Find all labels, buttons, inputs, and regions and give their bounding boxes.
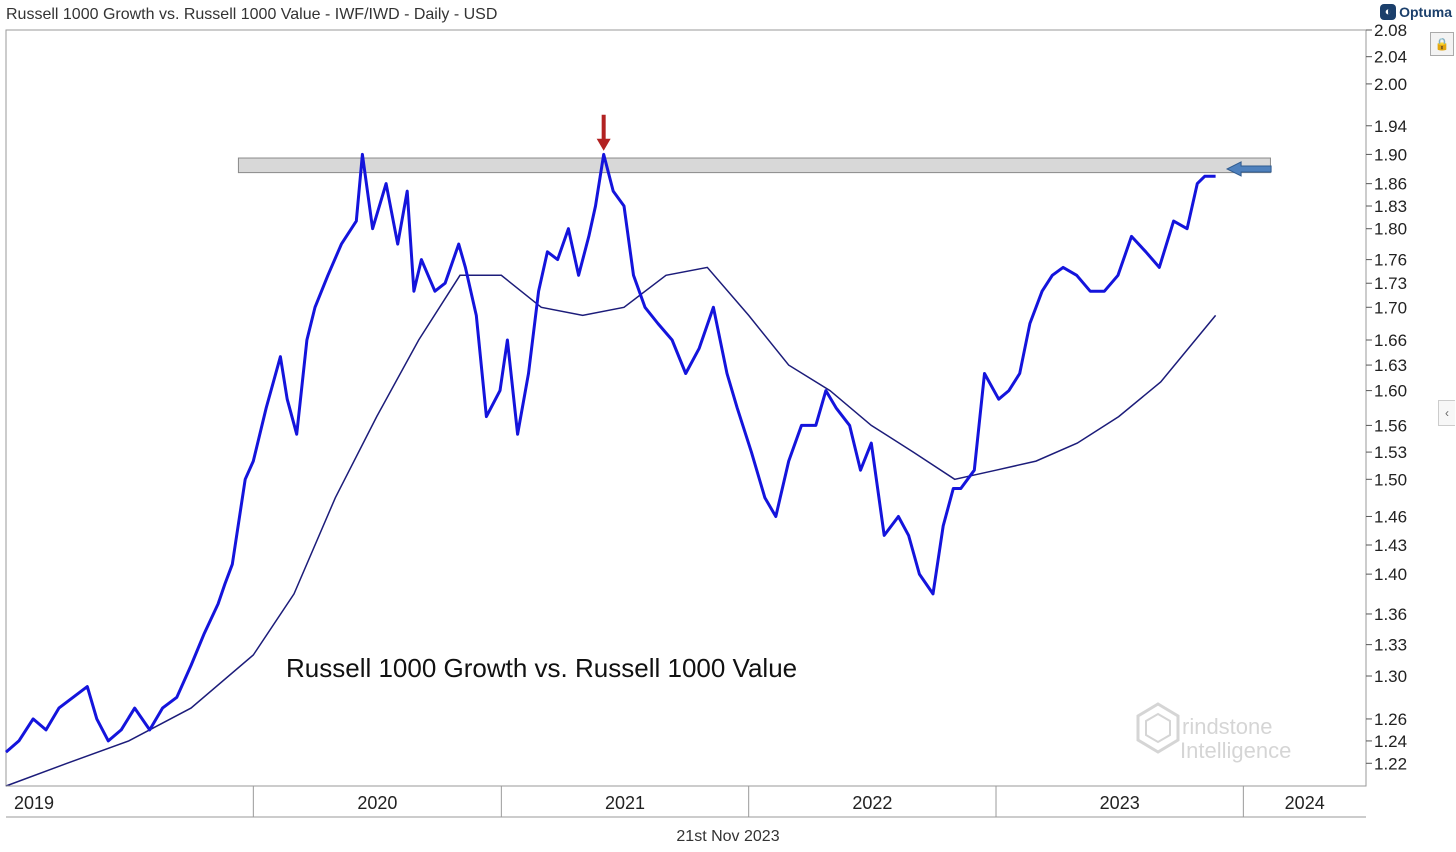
x-tick-label: 2024	[1285, 793, 1325, 813]
y-tick-label: 1.63	[1374, 356, 1407, 375]
y-tick-label: 1.50	[1374, 470, 1407, 489]
y-tick-label: 1.26	[1374, 710, 1407, 729]
x-tick-label: 2021	[605, 793, 645, 813]
y-tick-label: 1.60	[1374, 382, 1407, 401]
left-arrow-marker	[1225, 161, 1272, 177]
y-tick-label: 1.66	[1374, 331, 1407, 350]
moving-average-line	[5, 266, 1217, 787]
down-arrow-marker	[596, 114, 611, 151]
optuma-logo-icon: ◐	[1380, 4, 1397, 20]
y-tick-label: 1.56	[1374, 416, 1407, 435]
x-tick-label: 2019	[14, 793, 54, 813]
y-tick-label: 1.40	[1374, 565, 1407, 584]
y-tick-label: 2.04	[1374, 48, 1407, 67]
x-tick-label: 2022	[852, 793, 892, 813]
y-tick-label: 1.53	[1374, 443, 1407, 462]
y-tick-label: 1.83	[1374, 197, 1407, 216]
y-tick-label: 1.24	[1374, 732, 1407, 751]
brand-logo: ◐ Optuma	[1380, 4, 1452, 20]
y-tick-label: 1.30	[1374, 667, 1407, 686]
watermark-line1: rindstone	[1182, 714, 1273, 739]
y-axis: 1.22 1.24 1.26 1.30 1.33 1.36 1.40 1.43 1.46 1.50…	[1366, 21, 1407, 773]
y-tick-label: 1.73	[1374, 274, 1407, 293]
x-tick-label: 2020	[357, 793, 397, 813]
chart-title: Russell 1000 Growth vs. Russell 1000 Val…	[6, 6, 498, 23]
y-tick-label: 1.36	[1374, 605, 1407, 624]
y-tick-label: 1.86	[1374, 175, 1407, 194]
y-tick-label: 1.33	[1374, 636, 1407, 655]
y-tick-label: 1.94	[1374, 117, 1407, 136]
lock-icon[interactable]: 🔒	[1430, 32, 1454, 56]
resistance-band	[237, 157, 1271, 174]
footer-date: 21st Nov 2023	[676, 828, 780, 845]
y-tick-label: 1.80	[1374, 220, 1407, 239]
y-tick-label: 1.46	[1374, 507, 1407, 526]
x-tick-label: 2023	[1100, 793, 1140, 813]
y-tick-label: 1.22	[1374, 754, 1407, 773]
brand-name: Optuma	[1399, 4, 1452, 20]
y-tick-label: 1.70	[1374, 298, 1407, 317]
x-axis: 2019 2020 2021 2022 2023 2024	[14, 786, 1325, 817]
watermark-line2: Intelligence	[1180, 738, 1291, 763]
y-tick-label: 2.00	[1374, 75, 1407, 94]
y-tick-label: 2.08	[1374, 21, 1407, 40]
chart-annotation: Russell 1000 Growth vs. Russell 1000 Val…	[286, 653, 797, 683]
y-tick-label: 1.90	[1374, 145, 1407, 164]
chevron-left-icon[interactable]: ‹	[1438, 400, 1455, 426]
price-line	[5, 152, 1216, 754]
watermark: rindstone Intelligence	[1136, 702, 1291, 763]
y-tick-label: 1.76	[1374, 251, 1407, 270]
y-tick-label: 1.43	[1374, 536, 1407, 555]
